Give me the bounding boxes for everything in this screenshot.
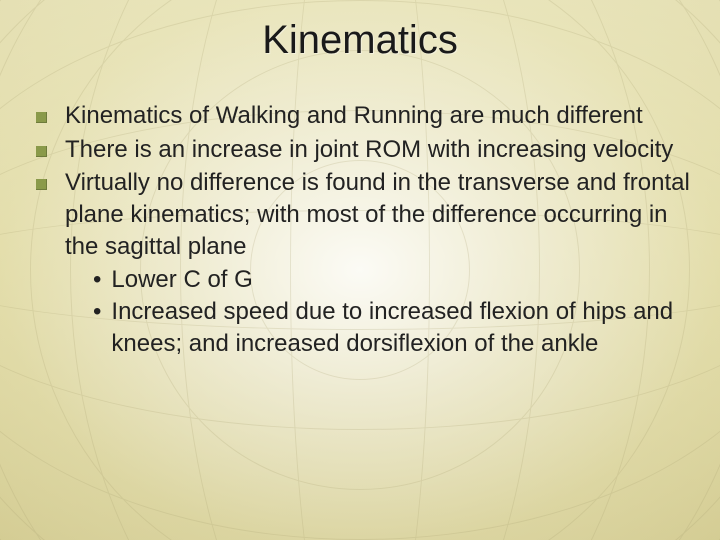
sub-bullet-item: • Lower C of G [65,264,690,296]
sub-bullet-text: Increased speed due to increased flexion… [111,296,690,359]
dot-bullet-icon: • [93,296,101,328]
square-bullet-icon [36,179,47,190]
bullet-text: Virtually no difference is found in the … [65,167,690,359]
dot-bullet-icon: • [93,264,101,296]
square-bullet-icon [36,146,47,157]
slide-title: Kinematics [0,18,720,63]
slide-body: Kinematics of Walking and Running are mu… [36,100,690,361]
sub-bullet-text: Lower C of G [111,264,690,296]
bullet-item: There is an increase in joint ROM with i… [36,134,690,166]
bullet-text-inner: Virtually no difference is found in the … [65,169,690,259]
slide: Kinematics Kinematics of Walking and Run… [0,0,720,540]
bullet-text: Kinematics of Walking and Running are mu… [65,100,690,132]
bullet-item: Kinematics of Walking and Running are mu… [36,100,690,132]
bullet-text: There is an increase in joint ROM with i… [65,134,690,166]
sub-bullet-list: • Lower C of G • Increased speed due to … [65,264,690,359]
square-bullet-icon [36,112,47,123]
sub-bullet-item: • Increased speed due to increased flexi… [65,296,690,359]
bullet-item: Virtually no difference is found in the … [36,167,690,359]
